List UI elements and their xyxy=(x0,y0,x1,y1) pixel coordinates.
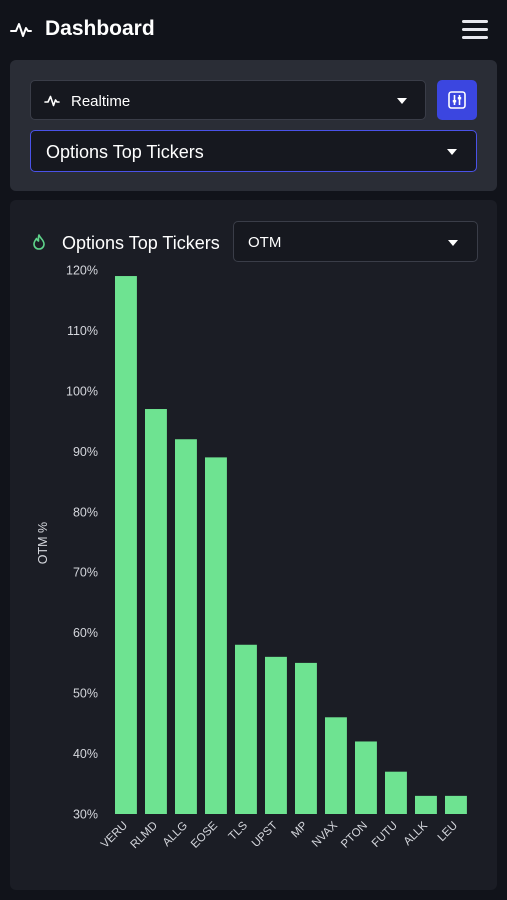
y-tick-label: 80% xyxy=(73,505,98,519)
x-tick-label: EOSE xyxy=(189,819,220,850)
chevron-down-icon xyxy=(447,149,457,155)
mode-select[interactable]: Realtime xyxy=(30,80,426,120)
x-tick-label: ALLK xyxy=(402,819,431,848)
y-tick-label: 120% xyxy=(66,264,98,278)
bar-rlmd[interactable] xyxy=(145,409,167,814)
sliders-icon xyxy=(448,91,466,109)
y-tick-label: 30% xyxy=(73,808,98,822)
bar-mp[interactable] xyxy=(295,662,317,814)
y-tick-label: 90% xyxy=(73,445,98,459)
y-axis-label: OTM % xyxy=(36,522,50,564)
y-tick-label: 60% xyxy=(73,626,98,640)
pulse-icon xyxy=(10,23,32,37)
bar-upst[interactable] xyxy=(265,656,287,814)
metric-select[interactable]: OTM xyxy=(233,221,478,262)
metric-select-value: OTM xyxy=(248,234,282,251)
x-tick-label: FUTU xyxy=(370,820,400,850)
chevron-down-icon xyxy=(448,240,458,246)
chevron-down-icon xyxy=(397,98,407,104)
chart-heading: Options Top Tickers xyxy=(62,233,220,253)
mode-select-value: Realtime xyxy=(71,93,131,110)
pulse-icon xyxy=(44,95,60,107)
view-select-value: Options Top Tickers xyxy=(46,142,204,162)
hamburger-menu-icon[interactable] xyxy=(462,20,488,40)
x-tick-label: ALLG xyxy=(161,820,190,849)
view-select[interactable]: Options Top Tickers xyxy=(30,130,477,172)
bar-eose[interactable] xyxy=(205,457,227,814)
page-title: Dashboard xyxy=(45,17,155,40)
filter-button[interactable] xyxy=(437,80,477,120)
x-tick-label: VERU xyxy=(99,820,130,851)
app-header: Dashboard xyxy=(0,0,507,60)
bar-leu[interactable] xyxy=(445,795,467,814)
bar-pton[interactable] xyxy=(355,741,377,814)
flame-icon xyxy=(33,234,45,250)
y-tick-label: 70% xyxy=(73,566,98,580)
bar-allg[interactable] xyxy=(175,439,197,814)
bar-veru[interactable] xyxy=(115,276,137,814)
x-tick-label: UPST xyxy=(250,820,280,850)
y-tick-label: 110% xyxy=(67,324,98,338)
bar-tls[interactable] xyxy=(235,644,257,814)
x-tick-label: RLMD xyxy=(129,820,161,852)
x-tick-label: NVAX xyxy=(310,819,340,849)
y-tick-label: 40% xyxy=(73,747,98,761)
x-tick-label: PTON xyxy=(339,820,370,851)
y-tick-label: 100% xyxy=(66,384,98,398)
controls-panel: Realtime Options Top Tickers xyxy=(10,60,497,191)
x-tick-label: LEU xyxy=(436,820,460,844)
bar-allk[interactable] xyxy=(415,795,437,814)
bar-nvax[interactable] xyxy=(325,717,347,814)
bar-futu[interactable] xyxy=(385,771,407,814)
y-tick-label: 50% xyxy=(73,687,98,701)
x-tick-label: TLS xyxy=(227,819,251,843)
x-tick-label: MP xyxy=(289,819,310,840)
